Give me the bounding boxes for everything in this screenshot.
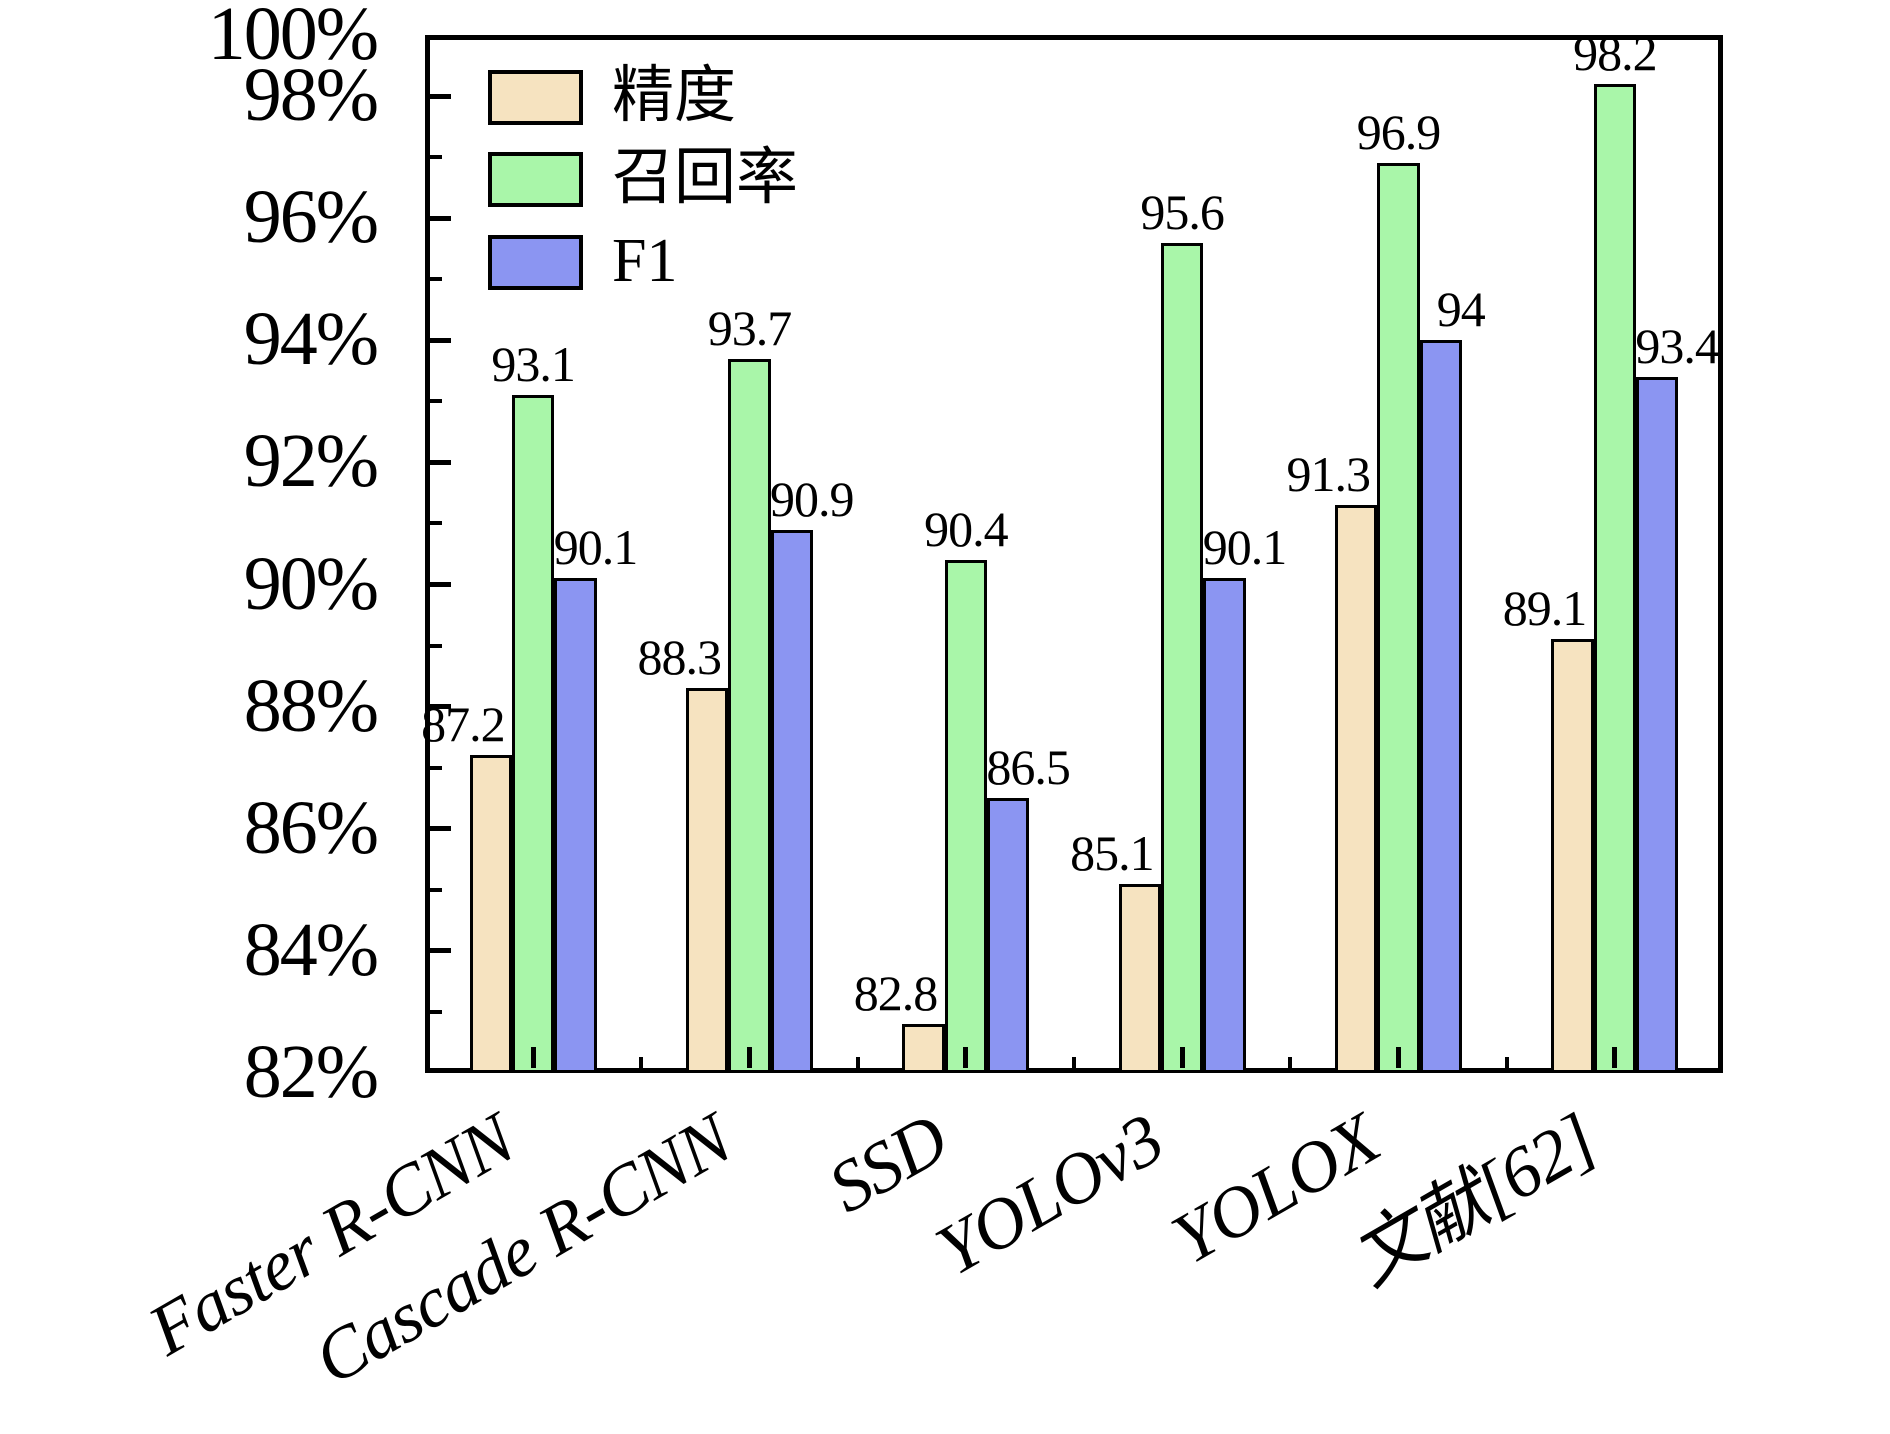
bar-value-label: 91.3 <box>1286 446 1370 503</box>
bar-value-label: 90.1 <box>1202 519 1287 576</box>
bar-precision-2 <box>686 688 729 1073</box>
x-major-tick <box>1179 1047 1185 1068</box>
x-major-tick <box>747 1047 752 1068</box>
bar-recall-6 <box>1593 83 1636 1073</box>
plot-area-frame <box>425 35 1723 1073</box>
bar-precision-5 <box>1335 505 1378 1073</box>
bar-recall-2 <box>728 358 771 1073</box>
bar-value-label: 96.9 <box>1356 104 1441 161</box>
y-minor-tick <box>430 277 442 282</box>
bar-recall-5 <box>1377 163 1420 1073</box>
bar-value-label: 90.1 <box>553 519 638 576</box>
y-major-tick <box>430 704 451 710</box>
x-major-tick <box>530 1047 536 1068</box>
bar-value-label: 94 <box>1436 281 1486 338</box>
bar-precision-1 <box>469 755 512 1073</box>
y-tick-label: 82% <box>243 1030 379 1114</box>
y-minor-tick <box>430 765 442 770</box>
bar-recall-4 <box>1161 242 1204 1073</box>
bar-precision-4 <box>1118 883 1161 1073</box>
legend-label-precision: 精度 <box>612 62 737 130</box>
y-tick-label: 92% <box>243 419 379 504</box>
bar-value-label: 95.6 <box>1140 183 1224 240</box>
y-tick-label: 96% <box>243 175 379 260</box>
bar-f1-1 <box>554 578 597 1073</box>
y-tick-label: 94% <box>243 297 379 382</box>
y-minor-tick <box>430 887 442 892</box>
y-minor-tick <box>430 1009 442 1014</box>
x-major-tick <box>963 1047 969 1068</box>
y-minor-tick <box>430 521 442 526</box>
y-major-tick <box>430 948 451 954</box>
y-major-tick <box>430 337 451 343</box>
bar-value-label: 93.1 <box>491 336 575 393</box>
legend-swatch-precision <box>488 70 583 125</box>
bar-value-label: 98.2 <box>1573 24 1657 81</box>
bar-value-label: 88.3 <box>637 629 721 686</box>
bar-value-label: 87.2 <box>421 696 505 753</box>
x-major-tick <box>1612 1047 1618 1068</box>
y-minor-tick <box>430 643 442 648</box>
y-tick-label: 84% <box>243 907 379 992</box>
bar-value-label: 86.5 <box>986 739 1070 796</box>
legend-label-f1: F1 <box>612 227 678 295</box>
x-minor-tick <box>1504 1057 1509 1068</box>
bar-precision-6 <box>1551 639 1594 1073</box>
bar-f1-5 <box>1419 340 1462 1073</box>
x-minor-tick <box>855 1057 860 1068</box>
y-tick-label: 90% <box>243 541 379 626</box>
legend-label-recall: 召回率 <box>612 144 799 212</box>
bar-precision-3 <box>902 1024 945 1073</box>
y-major-tick <box>430 826 451 832</box>
bar-value-label: 82.8 <box>853 965 938 1022</box>
y-minor-tick <box>430 399 442 404</box>
x-minor-tick <box>1288 1057 1293 1068</box>
y-major-tick <box>430 459 451 465</box>
y-tick-label: 86% <box>243 785 379 870</box>
bar-f1-2 <box>770 529 813 1073</box>
x-minor-tick <box>1072 1057 1076 1068</box>
legend-swatch-recall <box>488 152 583 207</box>
bar-value-label: 93.7 <box>707 299 792 356</box>
bar-value-label: 85.1 <box>1070 824 1154 881</box>
y-tick-label: 100% <box>207 0 379 76</box>
y-major-tick <box>430 582 451 588</box>
bar-value-label: 89.1 <box>1502 580 1587 637</box>
bar-f1-3 <box>986 798 1030 1073</box>
bar-value-label: 90.9 <box>770 470 854 527</box>
bar-value-label: 93.4 <box>1635 317 1719 374</box>
y-tick-label: 98% <box>243 53 379 138</box>
bar-recall-1 <box>512 395 555 1073</box>
y-tick-label: 88% <box>243 663 379 748</box>
bar-recall-3 <box>944 560 987 1073</box>
y-major-tick <box>430 215 451 221</box>
y-major-tick <box>430 93 451 99</box>
legend-swatch-f1 <box>488 235 583 290</box>
bar-f1-4 <box>1203 578 1246 1073</box>
x-major-tick <box>1396 1047 1401 1068</box>
x-minor-tick <box>639 1057 644 1068</box>
bar-value-label: 90.4 <box>924 501 1008 558</box>
y-minor-tick <box>430 155 442 160</box>
bar-f1-6 <box>1635 376 1679 1073</box>
